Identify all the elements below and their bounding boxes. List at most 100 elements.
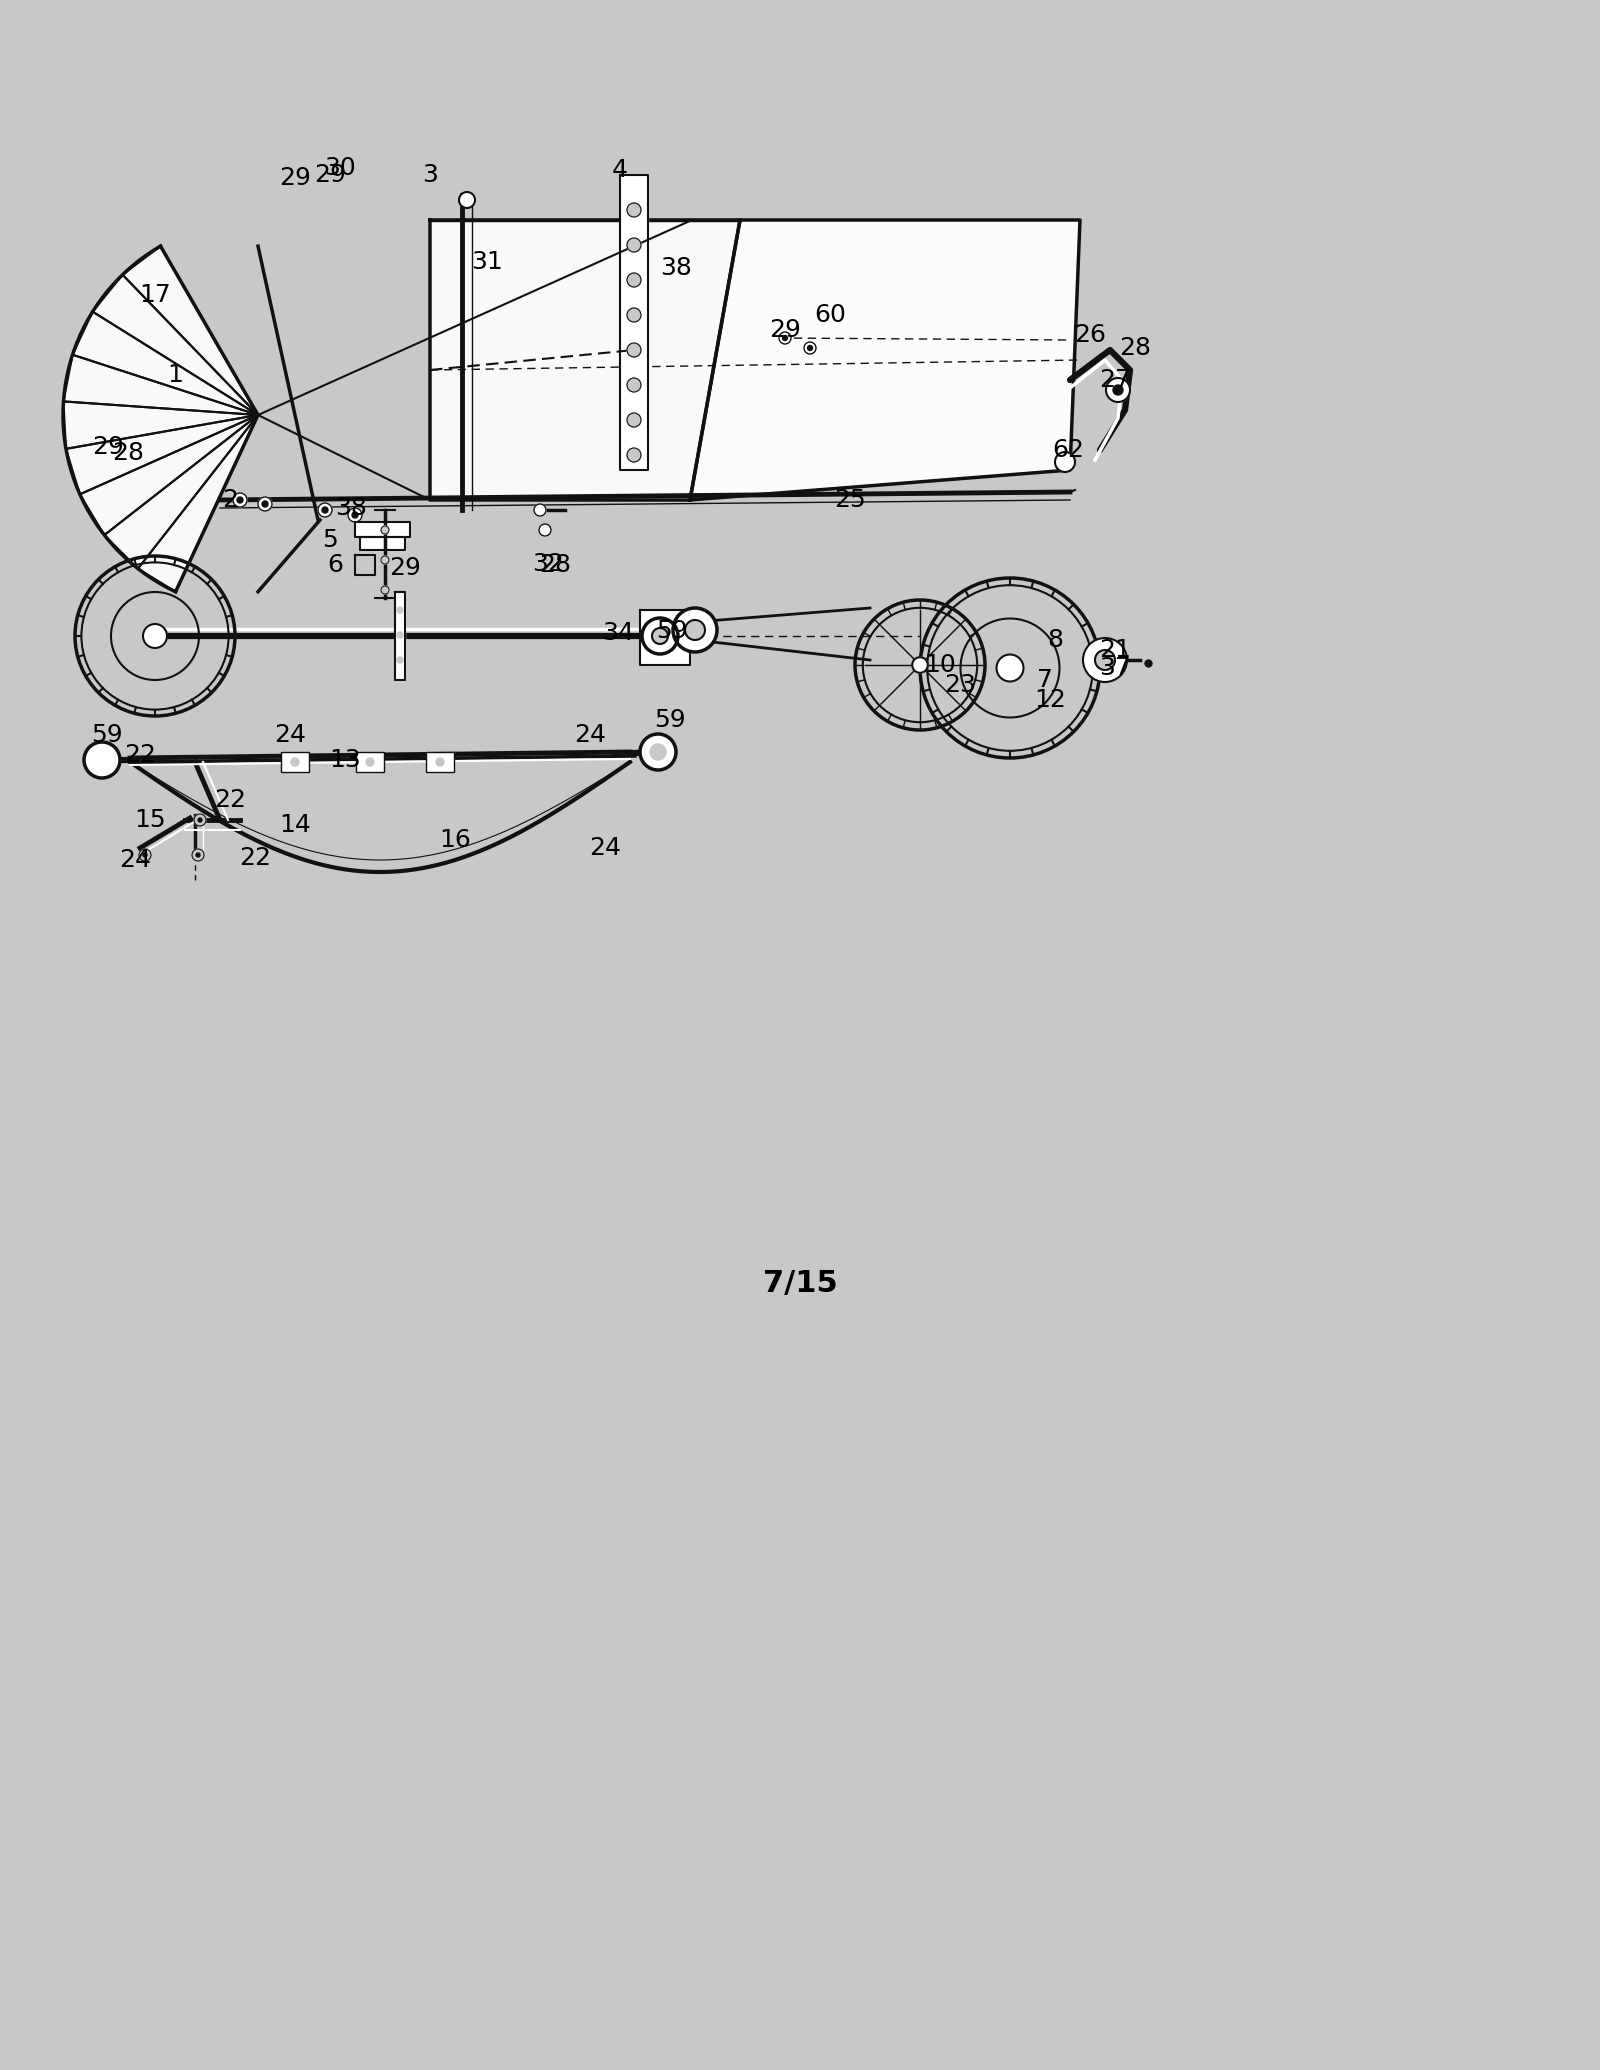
Circle shape	[627, 447, 642, 462]
Text: 25: 25	[834, 489, 866, 511]
Polygon shape	[355, 522, 410, 536]
Circle shape	[782, 335, 787, 339]
Circle shape	[234, 493, 246, 507]
Text: 24: 24	[274, 722, 306, 747]
Polygon shape	[426, 751, 454, 772]
Circle shape	[685, 621, 706, 640]
Polygon shape	[66, 414, 258, 495]
Text: 1: 1	[166, 362, 182, 387]
Polygon shape	[690, 219, 1080, 501]
Circle shape	[627, 414, 642, 426]
Text: 5: 5	[322, 528, 338, 553]
Text: 24: 24	[118, 849, 150, 871]
Circle shape	[1054, 451, 1075, 472]
Circle shape	[653, 627, 669, 644]
Text: 29: 29	[93, 435, 123, 460]
Text: 22: 22	[238, 847, 270, 869]
Circle shape	[627, 344, 642, 356]
Polygon shape	[355, 751, 384, 772]
Text: 38: 38	[661, 257, 691, 279]
Circle shape	[349, 507, 362, 522]
Text: 24: 24	[574, 722, 606, 747]
Polygon shape	[123, 246, 258, 414]
Circle shape	[237, 497, 243, 503]
Text: 3: 3	[422, 164, 438, 186]
Circle shape	[397, 607, 403, 613]
Circle shape	[627, 238, 642, 253]
Circle shape	[381, 586, 389, 594]
Text: 34: 34	[602, 621, 634, 646]
Polygon shape	[640, 611, 690, 664]
Text: 59: 59	[654, 708, 686, 733]
Circle shape	[397, 656, 403, 662]
Circle shape	[1094, 650, 1115, 671]
Polygon shape	[80, 414, 258, 534]
Text: 24: 24	[589, 836, 621, 859]
Polygon shape	[93, 275, 258, 414]
Polygon shape	[360, 536, 405, 551]
Text: 26: 26	[1074, 323, 1106, 348]
Text: 22: 22	[125, 743, 157, 768]
Text: 7: 7	[1037, 669, 1053, 691]
Text: 12: 12	[1034, 687, 1066, 712]
Circle shape	[642, 619, 678, 654]
Text: 17: 17	[139, 284, 171, 306]
Polygon shape	[621, 176, 648, 470]
Circle shape	[142, 853, 147, 857]
Text: 8: 8	[1046, 627, 1062, 652]
Circle shape	[142, 623, 166, 648]
Circle shape	[627, 203, 642, 217]
Circle shape	[195, 853, 200, 857]
Circle shape	[1083, 638, 1126, 681]
Circle shape	[650, 743, 666, 760]
Polygon shape	[64, 402, 258, 449]
Text: 22: 22	[214, 789, 246, 811]
Circle shape	[381, 526, 389, 534]
Text: 30: 30	[325, 155, 355, 180]
Text: 62: 62	[1053, 439, 1085, 462]
Text: 29: 29	[389, 557, 421, 580]
Circle shape	[808, 346, 813, 350]
Circle shape	[539, 524, 550, 536]
Circle shape	[397, 631, 403, 638]
Circle shape	[83, 741, 120, 778]
Circle shape	[352, 511, 358, 518]
Text: 10: 10	[925, 652, 955, 677]
Circle shape	[674, 609, 717, 652]
Polygon shape	[430, 219, 739, 501]
Text: 6: 6	[326, 553, 342, 578]
Circle shape	[627, 308, 642, 323]
Text: 28: 28	[112, 441, 144, 466]
Circle shape	[459, 193, 475, 207]
Text: 29: 29	[314, 164, 346, 186]
Text: 31: 31	[470, 250, 502, 273]
Polygon shape	[64, 354, 258, 414]
Text: 37: 37	[1099, 656, 1131, 681]
Text: 28: 28	[539, 553, 571, 578]
Circle shape	[997, 654, 1024, 681]
Polygon shape	[104, 414, 258, 569]
Text: 16: 16	[438, 828, 470, 853]
Circle shape	[198, 818, 202, 822]
Circle shape	[912, 656, 928, 673]
Circle shape	[1114, 385, 1123, 395]
Text: 23: 23	[944, 673, 976, 698]
Circle shape	[779, 331, 790, 344]
Text: 21: 21	[1099, 638, 1131, 662]
Text: 60: 60	[814, 302, 846, 327]
Circle shape	[805, 342, 816, 354]
Text: 14: 14	[278, 814, 310, 836]
Circle shape	[192, 849, 205, 861]
Circle shape	[262, 501, 269, 507]
Circle shape	[322, 507, 328, 513]
Circle shape	[318, 503, 333, 518]
Text: 15: 15	[134, 807, 166, 832]
Circle shape	[640, 735, 675, 770]
Circle shape	[139, 849, 150, 861]
Text: 28: 28	[1118, 335, 1150, 360]
Polygon shape	[138, 414, 258, 592]
Text: 4: 4	[611, 157, 627, 182]
Polygon shape	[282, 751, 309, 772]
Text: 29: 29	[278, 166, 310, 190]
Text: 38: 38	[334, 497, 366, 520]
